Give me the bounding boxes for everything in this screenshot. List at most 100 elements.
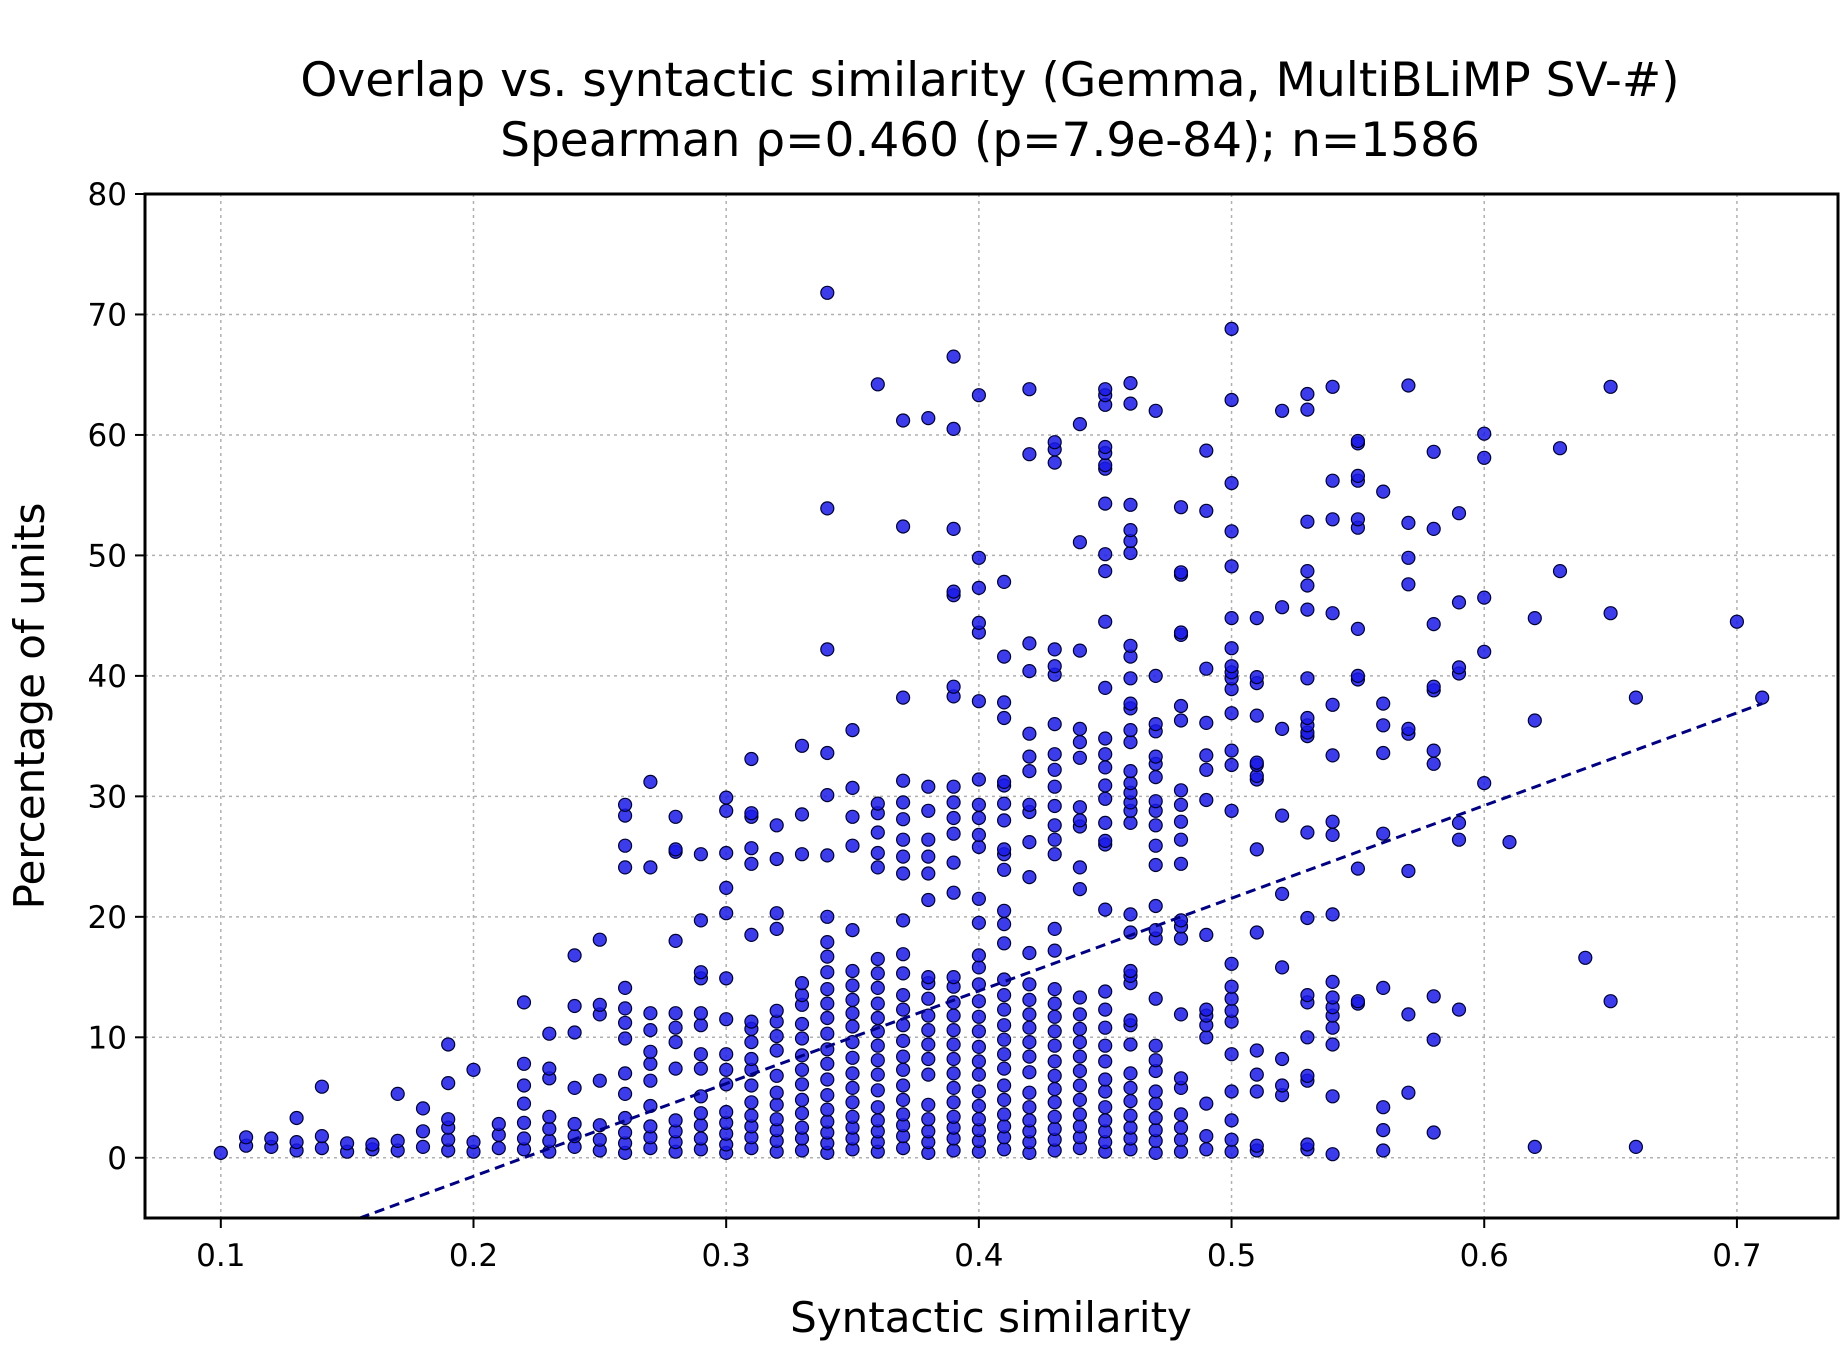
data-point [1123,815,1138,831]
data-point [1426,521,1441,537]
data-point [1098,1020,1113,1035]
data-point [567,998,582,1014]
data-point [592,932,607,947]
data-point [895,413,911,428]
data-point [845,809,860,824]
data-point [567,948,582,963]
data-point [1148,403,1163,418]
data-point [1199,1096,1214,1111]
data-point [744,1078,759,1093]
data-point [1148,1038,1163,1053]
data-point [1072,417,1088,432]
data-point [1199,1030,1214,1045]
x-tick-label: 0.1 [196,1238,245,1274]
data-point [719,1047,734,1062]
data-point [415,1139,431,1155]
x-tick-label: 0.6 [1460,1238,1509,1274]
data-point [769,921,784,937]
data-point [845,992,860,1008]
data-point [719,1012,734,1027]
data-point [971,1009,987,1024]
data-point [1199,715,1214,731]
data-point [1249,708,1264,723]
data-point [1047,943,1062,958]
data-point [516,1131,532,1146]
data-point [617,1086,633,1102]
data-point [1072,734,1088,750]
data-point [946,1051,961,1067]
data-point [921,1112,936,1127]
data-point [769,1028,784,1044]
data-point [1022,1034,1037,1050]
data-point [314,1079,329,1094]
data-point [719,880,734,896]
data-point [643,1073,658,1088]
data-point [1274,886,1290,902]
y-tick-label: 80 [88,177,127,213]
data-point [971,960,987,975]
data-point [1224,706,1239,721]
data-point [996,1107,1012,1122]
y-tick-label: 40 [88,659,127,695]
data-point [845,838,860,853]
data-point [1072,1021,1088,1037]
data-point [1098,747,1113,762]
data-point [996,1061,1012,1076]
data-point [921,991,936,1006]
data-point [946,810,961,826]
data-point [769,1068,784,1083]
data-point [693,1006,709,1021]
data-point [1224,803,1239,818]
data-point [921,866,936,881]
data-point [1022,1065,1037,1080]
data-point [895,966,911,981]
data-point [996,695,1012,710]
data-point [1224,392,1239,408]
data-point [1098,1002,1113,1017]
data-point [744,841,759,856]
data-point [794,1077,810,1092]
data-point [971,797,987,812]
data-point [794,1106,810,1121]
data-point [617,1031,633,1046]
data-point [516,995,532,1010]
data-point [1047,642,1062,657]
data-point [946,795,961,810]
data-point [516,1115,532,1130]
data-point [643,1044,658,1059]
data-point [921,803,936,818]
data-point [1224,610,1239,626]
data-point [946,584,961,599]
data-point [870,1113,885,1128]
data-point [1022,1020,1037,1035]
data-point [1123,1013,1138,1028]
data-point [895,947,911,962]
data-point [895,866,911,881]
data-point [592,997,607,1012]
data-point [996,936,1012,951]
data-point [996,1002,1012,1017]
data-point [1350,621,1366,637]
data-point [895,1107,911,1122]
data-point [1451,506,1467,521]
data-point [1047,1054,1062,1069]
data-point [1376,826,1391,841]
data-point [340,1136,355,1151]
data-point [921,832,936,847]
data-point [870,1038,885,1053]
data-point [1224,1084,1239,1099]
data-point [1426,679,1441,694]
data-point [491,1140,506,1156]
data-point [895,849,911,864]
data-point [1325,473,1340,488]
data-point [820,965,835,980]
data-point [1173,931,1189,946]
data-point [1173,698,1189,714]
data-point [1047,1038,1062,1053]
data-point [719,971,734,986]
data-point [1022,1085,1037,1100]
data-point [996,710,1012,726]
data-point [1552,563,1568,579]
data-point [1022,636,1037,651]
data-point [1401,550,1416,565]
